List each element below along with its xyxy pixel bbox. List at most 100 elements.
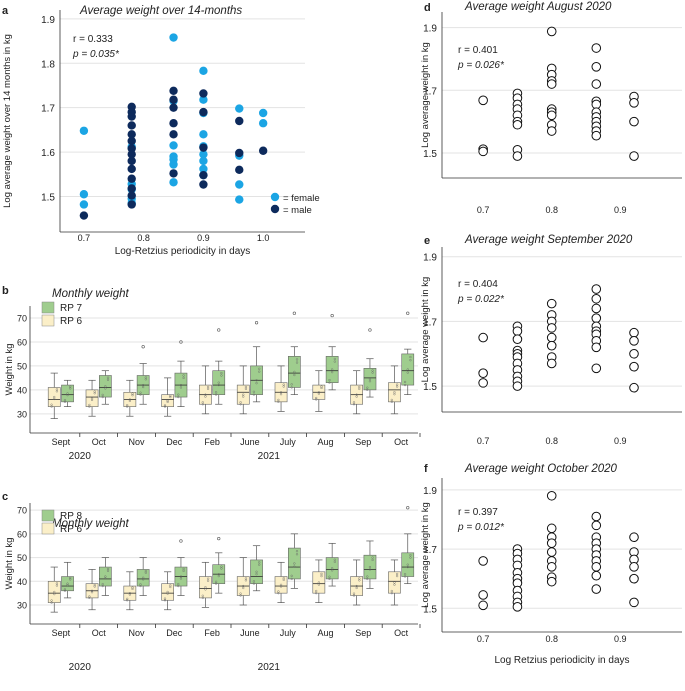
data-point-male [127, 121, 136, 130]
jitter-point [217, 381, 220, 384]
data-point [629, 98, 639, 108]
y-tick-label: 1.5 [423, 604, 437, 615]
jitter-point [106, 376, 110, 379]
jitter-point [169, 395, 172, 399]
jitter-point [131, 394, 134, 397]
jitter-point [244, 385, 248, 389]
y-tick-label: 60 [17, 529, 27, 539]
x-axis-label: Log Retzius periodicity in days [494, 655, 629, 666]
data-point-male [199, 180, 208, 189]
data-point-female [169, 178, 178, 187]
x-tick-label: Oct [92, 628, 107, 638]
data-point-male [127, 191, 136, 200]
chart-title: Average weight September 2020 [464, 234, 633, 246]
data-point-male [127, 174, 136, 183]
data-point [546, 332, 557, 343]
jitter-point [293, 370, 296, 373]
y-axis-label: Weight in kg [4, 537, 15, 589]
jitter-point [320, 385, 323, 388]
data-point [629, 336, 639, 346]
data-point [546, 79, 557, 89]
jitter-point [128, 398, 131, 401]
jitter-point [139, 391, 142, 394]
jitter-point [396, 574, 399, 578]
y-tick-label: 1.5 [41, 192, 55, 203]
data-point [591, 284, 602, 294]
jitter-point [406, 565, 409, 569]
panel-label: a [2, 5, 9, 17]
data-point [546, 110, 557, 121]
box-rp-6 [312, 571, 326, 594]
jitter-point [166, 400, 169, 403]
chart-title: Monthly weight [52, 518, 130, 530]
jitter-point [393, 581, 396, 584]
jitter-point [396, 572, 399, 576]
x-tick-label: Oct [394, 628, 409, 638]
legend-label: RP 7 [60, 303, 82, 314]
data-point-female [235, 195, 244, 204]
data-point [591, 293, 602, 304]
legend-marker [270, 204, 280, 214]
jitter-point [182, 567, 185, 571]
jitter-point [66, 392, 69, 395]
data-point [512, 119, 523, 130]
legend-marker [270, 192, 280, 202]
x-tick-label: Aug [317, 628, 333, 638]
legend-label: = male [283, 205, 312, 216]
data-point-male [127, 112, 136, 121]
jitter-point [328, 575, 331, 578]
data-point [591, 79, 602, 89]
jitter-point [53, 593, 56, 596]
jitter-point [126, 405, 129, 408]
data-point [546, 547, 557, 557]
jitter-point [69, 385, 72, 388]
jitter-point [368, 565, 372, 569]
jitter-point [214, 580, 218, 583]
jitter-point [104, 575, 107, 578]
jitter-point [214, 391, 218, 394]
x-tick-label: July [280, 437, 297, 447]
x-tick-label: Sep [355, 437, 371, 447]
data-point [512, 381, 523, 391]
data-point [478, 556, 488, 566]
outlier-point [217, 536, 221, 541]
data-point-female [199, 150, 208, 159]
x-tick-label: 0.9 [614, 436, 627, 446]
jitter-point [258, 370, 261, 373]
data-point-female [169, 152, 178, 161]
y-tick-label: 1.9 [41, 15, 55, 26]
jitter-point [331, 371, 334, 374]
jitter-point [252, 390, 255, 393]
data-point [591, 342, 602, 353]
jitter-point [333, 560, 336, 563]
y-axis-label: Log average weight over 14 months in kg [2, 34, 13, 208]
box-rp-6 [85, 389, 99, 407]
data-point-male [235, 148, 244, 158]
jitter-point [320, 574, 323, 578]
outlier-point [292, 311, 296, 315]
jitter-point [315, 592, 318, 595]
outlier-point [368, 328, 372, 332]
jitter-point [66, 582, 69, 585]
jitter-point [126, 599, 129, 602]
data-point [629, 361, 639, 372]
data-point-male [169, 103, 178, 112]
data-point [629, 116, 639, 127]
jitter-point [366, 386, 369, 389]
jitter-point [126, 404, 129, 407]
x-tick-label: Dec [166, 628, 183, 638]
box-rp-8 [61, 576, 74, 592]
jitter-point [393, 391, 396, 394]
jitter-point [144, 569, 147, 573]
jitter-point [331, 368, 334, 371]
jitter-point [55, 584, 59, 587]
x-tick-label: Sep [355, 628, 371, 638]
data-point [546, 358, 557, 369]
jitter-point [368, 380, 372, 383]
jitter-point [128, 399, 131, 402]
jitter-point [204, 393, 207, 396]
jitter-point [207, 385, 210, 389]
jitter-point [333, 558, 336, 561]
data-point [629, 348, 639, 359]
x-tick-label: 0.9 [614, 634, 627, 644]
